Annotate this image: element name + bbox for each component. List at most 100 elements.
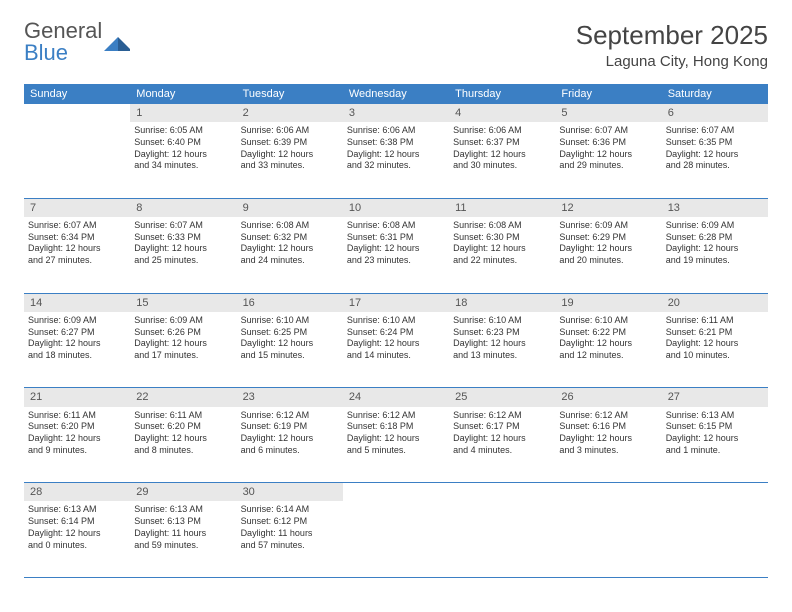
day-cell: Sunrise: 6:07 AMSunset: 6:34 PMDaylight:… (24, 217, 130, 293)
day-cell (343, 501, 449, 577)
day-cell-line: Sunrise: 6:09 AM (559, 220, 657, 232)
day-number: 18 (449, 293, 555, 312)
day-cell-line: and 25 minutes. (134, 255, 232, 267)
day-cell-line: Daylight: 12 hours (453, 338, 551, 350)
day-cell-line: Sunrise: 6:12 AM (559, 410, 657, 422)
day-cell-line: Daylight: 12 hours (241, 433, 339, 445)
day-header: Friday (555, 84, 661, 104)
day-cell-line: Sunset: 6:34 PM (28, 232, 126, 244)
day-cell-line: and 33 minutes. (241, 160, 339, 172)
day-cell-line: Daylight: 12 hours (347, 433, 445, 445)
day-cell: Sunrise: 6:07 AMSunset: 6:35 PMDaylight:… (662, 122, 768, 198)
day-number: 11 (449, 198, 555, 217)
day-cell-line: Daylight: 12 hours (241, 243, 339, 255)
day-cell-line: Daylight: 12 hours (559, 149, 657, 161)
day-cell-line: Sunset: 6:35 PM (666, 137, 764, 149)
day-cell-line: Daylight: 12 hours (666, 338, 764, 350)
day-cell-line: Sunrise: 6:08 AM (347, 220, 445, 232)
day-number: 5 (555, 104, 661, 122)
day-cell-line: Sunrise: 6:10 AM (453, 315, 551, 327)
day-cell-line: Sunrise: 6:06 AM (241, 125, 339, 137)
day-cell-line: Sunset: 6:32 PM (241, 232, 339, 244)
day-number: 14 (24, 293, 130, 312)
brand-line2: Blue (24, 42, 102, 64)
day-cell-line: and 5 minutes. (347, 445, 445, 457)
day-cell-line: and 13 minutes. (453, 350, 551, 362)
day-cell-line: Sunset: 6:37 PM (453, 137, 551, 149)
day-cell: Sunrise: 6:09 AMSunset: 6:27 PMDaylight:… (24, 312, 130, 388)
day-cell: Sunrise: 6:13 AMSunset: 6:13 PMDaylight:… (130, 501, 236, 577)
day-cell-line: Sunset: 6:22 PM (559, 327, 657, 339)
day-cell-line: Sunrise: 6:06 AM (347, 125, 445, 137)
day-cell-line: Daylight: 12 hours (28, 338, 126, 350)
day-cell-line: and 30 minutes. (453, 160, 551, 172)
day-cell: Sunrise: 6:13 AMSunset: 6:14 PMDaylight:… (24, 501, 130, 577)
day-cell-line: Sunrise: 6:13 AM (666, 410, 764, 422)
daynum-row: 123456 (24, 104, 768, 122)
day-number (343, 483, 449, 502)
day-cell-line: Sunrise: 6:07 AM (559, 125, 657, 137)
day-number: 22 (130, 388, 236, 407)
day-cell-line: and 17 minutes. (134, 350, 232, 362)
calendar-table: Sunday Monday Tuesday Wednesday Thursday… (24, 84, 768, 578)
day-number: 9 (237, 198, 343, 217)
day-cell-line: Daylight: 12 hours (134, 433, 232, 445)
day-cell-line: Sunrise: 6:13 AM (28, 504, 126, 516)
day-cell-line: and 19 minutes. (666, 255, 764, 267)
day-cell-line: Daylight: 12 hours (28, 243, 126, 255)
day-cell-line: Daylight: 12 hours (666, 149, 764, 161)
day-cell-line: Daylight: 11 hours (134, 528, 232, 540)
day-cell-line: Daylight: 12 hours (347, 338, 445, 350)
day-cell-line: Daylight: 12 hours (347, 243, 445, 255)
day-cell-line: and 12 minutes. (559, 350, 657, 362)
day-cell: Sunrise: 6:06 AMSunset: 6:37 PMDaylight:… (449, 122, 555, 198)
day-cell: Sunrise: 6:07 AMSunset: 6:33 PMDaylight:… (130, 217, 236, 293)
day-number: 19 (555, 293, 661, 312)
day-cell: Sunrise: 6:08 AMSunset: 6:30 PMDaylight:… (449, 217, 555, 293)
day-number (555, 483, 661, 502)
day-cell-line: Sunrise: 6:11 AM (666, 315, 764, 327)
day-cell-line: and 22 minutes. (453, 255, 551, 267)
day-cell (24, 122, 130, 198)
day-cell-line: Sunset: 6:15 PM (666, 421, 764, 433)
day-cell-line: Sunrise: 6:14 AM (241, 504, 339, 516)
day-cell-line: Daylight: 12 hours (347, 149, 445, 161)
day-number: 4 (449, 104, 555, 122)
daynum-row: 282930 (24, 483, 768, 502)
day-cell: Sunrise: 6:09 AMSunset: 6:26 PMDaylight:… (130, 312, 236, 388)
day-cell-line: Sunrise: 6:12 AM (453, 410, 551, 422)
day-cell-line: Sunset: 6:23 PM (453, 327, 551, 339)
day-content-row: Sunrise: 6:11 AMSunset: 6:20 PMDaylight:… (24, 407, 768, 483)
day-cell: Sunrise: 6:09 AMSunset: 6:28 PMDaylight:… (662, 217, 768, 293)
day-cell: Sunrise: 6:12 AMSunset: 6:17 PMDaylight:… (449, 407, 555, 483)
day-number: 29 (130, 483, 236, 502)
day-cell-line: Daylight: 12 hours (559, 338, 657, 350)
day-number: 10 (343, 198, 449, 217)
day-cell-line: Sunset: 6:21 PM (666, 327, 764, 339)
day-cell-line: and 15 minutes. (241, 350, 339, 362)
day-cell-line: and 27 minutes. (28, 255, 126, 267)
day-cell: Sunrise: 6:05 AMSunset: 6:40 PMDaylight:… (130, 122, 236, 198)
day-content-row: Sunrise: 6:05 AMSunset: 6:40 PMDaylight:… (24, 122, 768, 198)
day-cell-line: Sunrise: 6:09 AM (134, 315, 232, 327)
day-cell-line: and 20 minutes. (559, 255, 657, 267)
day-cell-line: Sunrise: 6:10 AM (559, 315, 657, 327)
day-cell: Sunrise: 6:10 AMSunset: 6:25 PMDaylight:… (237, 312, 343, 388)
day-cell-line: Sunrise: 6:11 AM (28, 410, 126, 422)
day-cell-line: Sunset: 6:30 PM (453, 232, 551, 244)
day-cell: Sunrise: 6:06 AMSunset: 6:39 PMDaylight:… (237, 122, 343, 198)
day-cell-line: Daylight: 12 hours (559, 243, 657, 255)
daynum-row: 14151617181920 (24, 293, 768, 312)
day-cell-line: and 9 minutes. (28, 445, 126, 457)
day-cell-line: and 14 minutes. (347, 350, 445, 362)
day-cell (662, 501, 768, 577)
day-cell-line: Sunrise: 6:12 AM (241, 410, 339, 422)
day-cell-line: and 18 minutes. (28, 350, 126, 362)
day-cell-line: Daylight: 12 hours (453, 243, 551, 255)
day-header: Thursday (449, 84, 555, 104)
day-cell-line: Daylight: 12 hours (241, 338, 339, 350)
day-cell-line: Sunset: 6:16 PM (559, 421, 657, 433)
day-cell-line: and 4 minutes. (453, 445, 551, 457)
day-cell-line: Daylight: 12 hours (241, 149, 339, 161)
day-cell-line: Daylight: 12 hours (134, 338, 232, 350)
